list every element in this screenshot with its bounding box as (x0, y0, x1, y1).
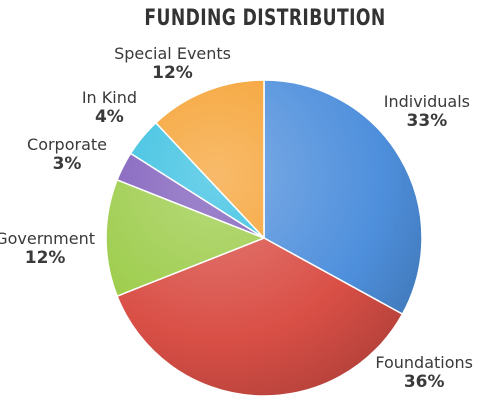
slice-value-corporate: 3% (53, 154, 82, 174)
pie-labels: Individuals33%Foundations36%Government12… (0, 44, 473, 392)
pie-slices (105, 79, 423, 397)
slice-individuals (263, 79, 423, 315)
slice-label-corporate: Corporate (27, 135, 107, 154)
slice-value-government: 12% (25, 248, 66, 268)
slice-foundations (116, 237, 404, 397)
slice-label-in-kind: In Kind (82, 88, 137, 107)
slice-value-in-kind: 4% (95, 107, 124, 127)
slice-special-events (155, 79, 265, 239)
slice-government (105, 179, 265, 297)
slice-value-foundations: 36% (404, 372, 445, 392)
slice-label-special-events: Special Events (114, 44, 231, 63)
slice-label-foundations: Foundations (375, 353, 473, 372)
chart-title: FUNDING DISTRIBUTION (144, 6, 386, 31)
slice-label-government: Government (0, 229, 95, 248)
slice-value-individuals: 33% (407, 111, 448, 131)
slice-label-individuals: Individuals (384, 92, 470, 111)
slice-value-special-events: 12% (152, 63, 193, 83)
